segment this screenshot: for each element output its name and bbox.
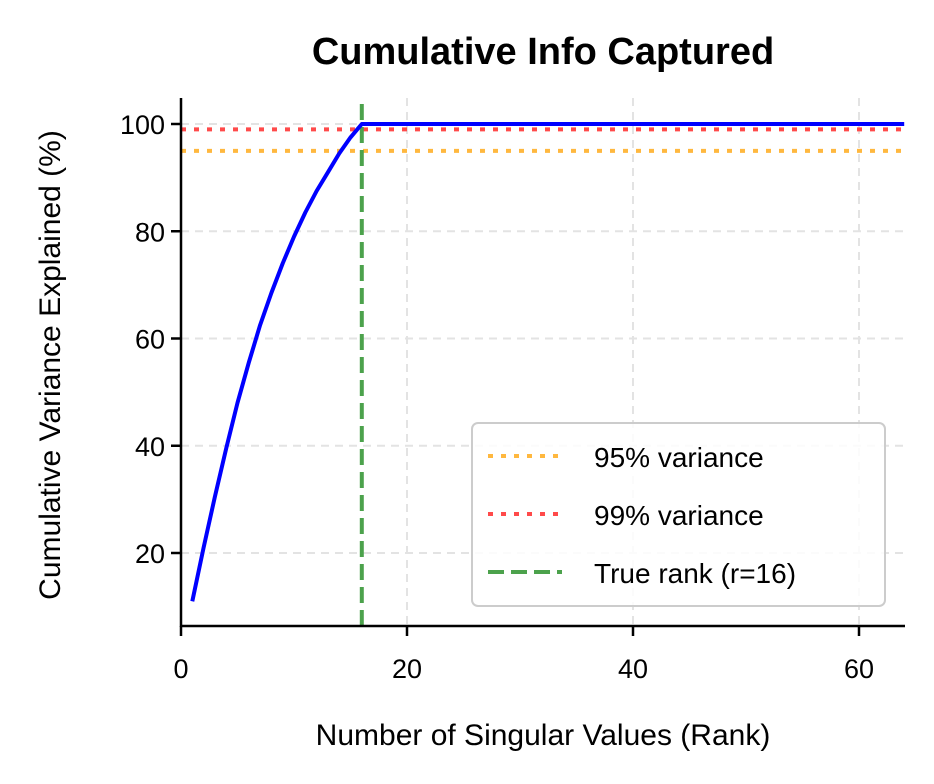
x-tick-label: 0 xyxy=(173,654,188,684)
y-tick-label: 40 xyxy=(135,432,165,462)
y-axis-label: Cumulative Variance Explained (%) xyxy=(34,130,67,600)
cumulative-variance-line xyxy=(190,122,905,602)
y-tick-label: 60 xyxy=(135,325,165,355)
x-tick-label: 60 xyxy=(844,654,874,684)
legend-true-rank-label: True rank (r=16) xyxy=(594,558,796,589)
tick-labels: 0 20 40 60 20 40 60 80 100 xyxy=(120,110,874,684)
legend-95-label: 95% variance xyxy=(594,442,764,473)
x-tick-label: 40 xyxy=(618,654,648,684)
legend: 95% variance 99% variance True rank (r=1… xyxy=(471,422,886,607)
chart-title: Cumulative Info Captured xyxy=(312,31,774,73)
legend-99-label: 99% variance xyxy=(594,500,764,531)
y-tick-label: 100 xyxy=(120,110,165,140)
x-axis-label: Number of Singular Values (Rank) xyxy=(316,719,771,752)
axes xyxy=(171,98,905,636)
y-tick-label: 20 xyxy=(135,539,165,569)
y-tick-label: 80 xyxy=(135,217,165,247)
data-series xyxy=(190,122,905,602)
legend-box xyxy=(471,422,886,607)
reference-lines xyxy=(181,104,905,626)
x-tick-label: 20 xyxy=(392,654,422,684)
